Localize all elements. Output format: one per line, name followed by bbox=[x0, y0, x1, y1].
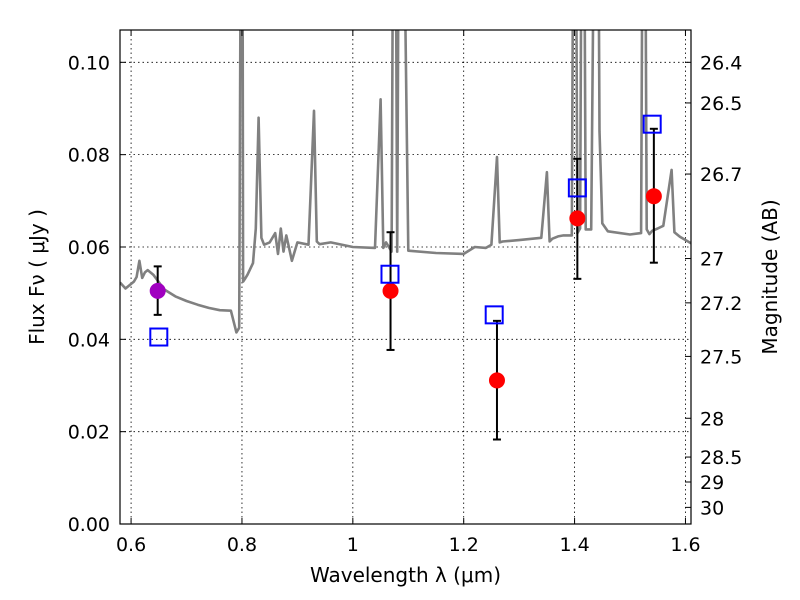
x-tick-label: 1.6 bbox=[670, 534, 700, 556]
y-tick-label: 0.04 bbox=[68, 329, 110, 351]
y-axis-label: Flux Fν ( μJy ) bbox=[25, 209, 49, 345]
model-point bbox=[642, 114, 662, 134]
axis-ticks: 0.6 0.8 1 1.2 1.4 1.6 0.00 0.02 0.04 0.06 0.08 0.10… bbox=[68, 30, 742, 556]
model-point bbox=[380, 264, 400, 284]
right-tick-label: 28 bbox=[700, 408, 724, 430]
right-tick-label: 26.5 bbox=[700, 93, 742, 115]
data-point bbox=[569, 210, 586, 227]
right-tick-label: 27 bbox=[700, 249, 724, 271]
x-tick-label: 0.6 bbox=[116, 534, 146, 556]
right-tick-label: 27.5 bbox=[700, 346, 742, 368]
data-markers bbox=[149, 114, 662, 441]
x-tick-label: 1.2 bbox=[449, 534, 479, 556]
data-point bbox=[645, 188, 662, 205]
y-tick-label: 0.06 bbox=[68, 237, 110, 259]
x-tick-label: 1.4 bbox=[559, 534, 589, 556]
y-tick-label: 0.10 bbox=[68, 52, 110, 74]
right-tick-label: 30 bbox=[700, 497, 724, 519]
data-point bbox=[488, 372, 505, 389]
right-tick-label: 27.2 bbox=[700, 293, 742, 315]
x-tick-label: 1 bbox=[347, 534, 359, 556]
x-axis-label: Wavelength λ (μm) bbox=[310, 563, 501, 587]
data-point bbox=[149, 282, 166, 299]
right-tick-label: 26.4 bbox=[700, 52, 742, 74]
y-tick-label: 0.00 bbox=[68, 514, 110, 536]
plot-area bbox=[120, 30, 691, 334]
model-point bbox=[484, 305, 504, 325]
model-point bbox=[567, 178, 587, 198]
spectrum-line bbox=[120, 30, 691, 334]
model-point bbox=[149, 327, 169, 347]
x-tick-label: 0.8 bbox=[227, 534, 257, 556]
y-tick-label: 0.02 bbox=[68, 422, 110, 444]
right-tick-label: 26.7 bbox=[700, 164, 742, 186]
plot-frame bbox=[119, 29, 692, 525]
right-axis-label: Magnitude (AB) bbox=[758, 199, 782, 354]
right-tick-label: 29 bbox=[700, 472, 724, 494]
y-tick-label: 0.08 bbox=[68, 145, 110, 167]
right-tick-label: 28.5 bbox=[700, 447, 742, 469]
data-point bbox=[382, 282, 399, 299]
